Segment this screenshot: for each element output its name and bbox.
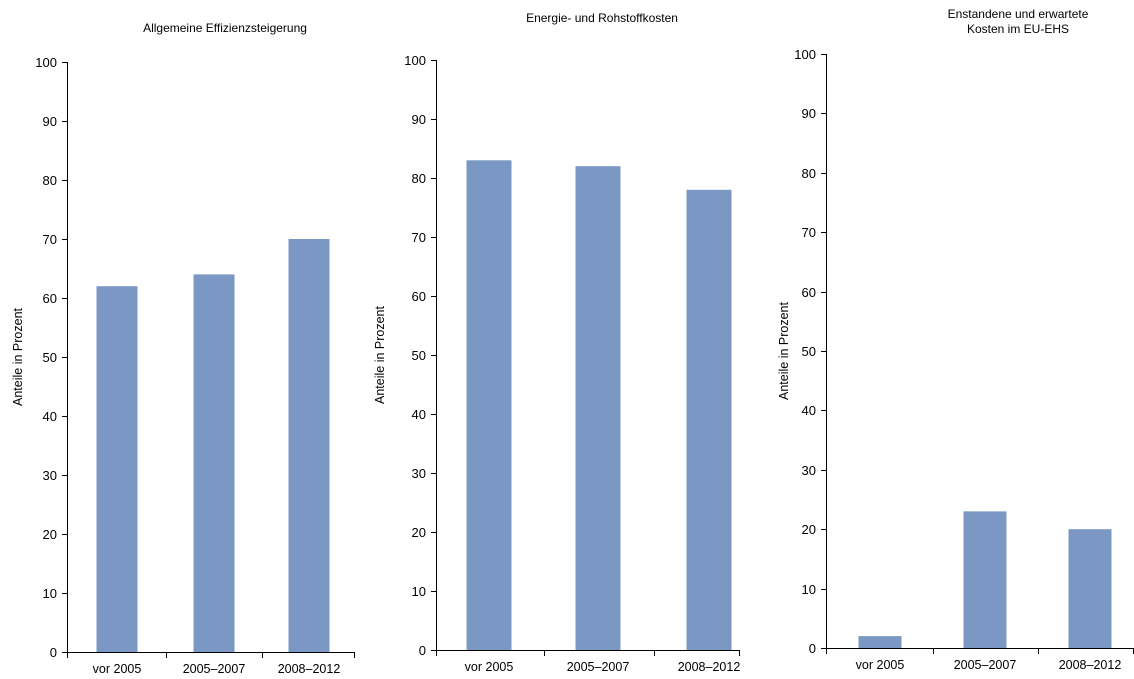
x-tick-label: vor 2005 (465, 660, 514, 674)
y-axis-title: Anteile in Prozent (777, 301, 791, 400)
y-axis-title: Anteile in Prozent (373, 305, 387, 404)
y-tick-label: 80 (43, 173, 57, 188)
x-tick-label: vor 2005 (856, 658, 905, 672)
y-tick-label: 100 (794, 47, 816, 62)
y-tick-label: 100 (35, 55, 57, 70)
chart-title: Allgemeine Effizienzsteigerung (143, 21, 307, 35)
y-tick-label: 50 (412, 348, 426, 363)
chart-panel-2: Energie- und Rohstoffkosten Anteile in Pr… (373, 11, 740, 674)
chart-title: Kosten im EU-EHS (967, 22, 1069, 36)
bar-vor-2005 (466, 160, 512, 651)
y-tick-label: 0 (419, 643, 426, 658)
y-axis-title: Anteile in Prozent (11, 307, 25, 406)
y-tick-label: 20 (802, 522, 816, 537)
bar-2005-2007 (193, 274, 235, 652)
y-tick-label: 80 (412, 171, 426, 186)
y-tick-label: 70 (802, 225, 816, 240)
bar-vor-2005 (96, 286, 138, 652)
y-tick-label: 80 (802, 166, 816, 181)
y-tick-label: 90 (802, 106, 816, 121)
y-tick-label: 70 (412, 230, 426, 245)
bar-2005-2007 (575, 166, 621, 650)
y-tick-label: 30 (412, 466, 426, 481)
y-tick-label: 10 (43, 586, 57, 601)
y-tick-label: 60 (802, 285, 816, 300)
y-tick-label: 10 (412, 584, 426, 599)
y-tick-label: 0 (809, 641, 816, 656)
bar-2008-2012 (288, 239, 330, 652)
y-tick-label: 30 (43, 468, 57, 483)
x-tick-label: 2008–2012 (278, 662, 341, 676)
y-tick-label: 50 (802, 344, 816, 359)
chart-title: Energie- und Rohstoffkosten (526, 11, 678, 25)
y-tick-label: 0 (50, 645, 57, 660)
x-tick-label: 2008–2012 (678, 660, 741, 674)
bar-vor-2005 (858, 636, 902, 648)
x-tick-label: 2005–2007 (954, 658, 1017, 672)
bar-2005-2007 (963, 511, 1007, 648)
y-tick-label: 40 (43, 409, 57, 424)
y-tick-label: 90 (43, 114, 57, 129)
chart-title: Enstandene und erwartete (948, 7, 1089, 21)
y-tick-label: 30 (802, 463, 816, 478)
y-tick-label: 60 (412, 289, 426, 304)
x-tick-label: 2008–2012 (1059, 658, 1122, 672)
y-tick-label: 40 (412, 407, 426, 422)
y-tick-label: 20 (43, 527, 57, 542)
y-tick-label: 50 (43, 350, 57, 365)
y-tick-label: 70 (43, 232, 57, 247)
y-tick-label: 60 (43, 291, 57, 306)
x-tick-label: 2005–2007 (567, 660, 630, 674)
y-tick-label: 40 (802, 403, 816, 418)
y-tick-label: 100 (404, 53, 426, 68)
x-tick-label: vor 2005 (93, 662, 142, 676)
y-tick-label: 10 (802, 582, 816, 597)
y-tick-label: 20 (412, 525, 426, 540)
bar-2008-2012 (1068, 529, 1112, 648)
chart-panel-1: Allgemeine Effizienzsteigerung Anteile in… (11, 21, 355, 676)
bar-2008-2012 (686, 189, 732, 651)
y-tick-label: 90 (412, 112, 426, 127)
x-tick-label: 2005–2007 (183, 662, 246, 676)
